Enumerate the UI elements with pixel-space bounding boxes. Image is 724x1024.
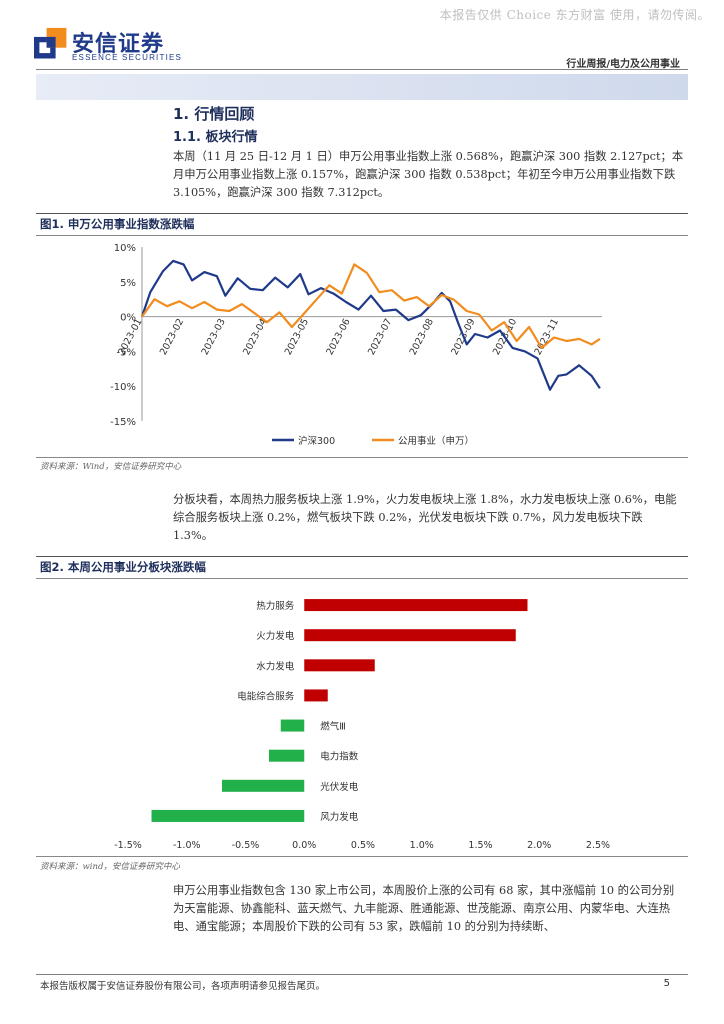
- paragraph-1: 本周（11 月 25 日-12 月 1 日）申万公用事业指数上涨 0.568%，…: [173, 150, 684, 199]
- category-label: 光伏发电: [320, 781, 359, 793]
- header-band: [36, 74, 688, 100]
- header-divider: [36, 69, 688, 70]
- x-tick-label: 2023-02: [158, 317, 186, 357]
- figure2-bottom-rule: [36, 856, 688, 857]
- footer-divider: [36, 974, 688, 975]
- x-tick-label: 2023-06: [324, 317, 352, 357]
- category-label: 燃气Ⅲ: [320, 721, 346, 733]
- category-label: 火力发电: [256, 630, 295, 642]
- bar: [304, 659, 375, 672]
- figure2-bar-chart: -1.5% -1.0% -0.5% 0.0% 0.5% 1.0% 1.5% 2.0% 2.5% 热…: [114, 599, 610, 851]
- x-tick-label: 2.5%: [586, 840, 610, 851]
- figure1-bottom-rule: [36, 457, 688, 458]
- bar: [222, 779, 305, 792]
- category-label: 水力发电: [256, 660, 295, 672]
- category-label: 热力服务: [256, 600, 295, 612]
- figure2-title-rule: [36, 578, 688, 579]
- category-label: 电能综合服务: [237, 690, 295, 702]
- bar: [280, 719, 305, 732]
- series-line: [140, 259, 601, 391]
- y-tick-label: 5%: [120, 278, 136, 289]
- figure1-line-chart: 10%5%0%-5%-10%-15%2023-01 2023-02 2023-03 2…: [110, 243, 602, 447]
- y-tick-label: -15%: [110, 417, 136, 428]
- figure2-top-rule: [36, 556, 688, 557]
- figure1-top-rule: [36, 213, 688, 214]
- paragraph-2: 分板块看，本周热力服务板块上涨 1.9%，火力发电板块上涨 1.8%，水力发电板…: [173, 493, 677, 542]
- bar: [269, 749, 305, 762]
- logo-cn: 安信证券: [72, 32, 165, 57]
- x-tick-label: 1.0%: [410, 840, 434, 851]
- figure1-title: 图1. 申万公用事业指数涨跌幅: [40, 217, 195, 231]
- page-number: 5: [663, 978, 670, 989]
- x-tick-label: 2.0%: [527, 840, 551, 851]
- x-tick-label: 2023-03: [200, 317, 228, 357]
- bar: [304, 599, 528, 612]
- subsection-heading: 1.1. 板块行情: [173, 130, 258, 145]
- report-type: 行业周报/电力及公用事业: [566, 59, 680, 70]
- series-line: [141, 263, 601, 350]
- paragraph-3: 申万公用事业指数包含 130 家上市公司，本周股价上涨的公司有 68 家，其中涨…: [173, 884, 675, 933]
- legend-label: 公用事业（申万）: [398, 435, 474, 447]
- footer-text: 本报告版权属于安信证券股份有限公司，各项声明请参见报告尾页。: [40, 981, 326, 992]
- figure1-source: 资料来源：Wind，安信证券研究中心: [40, 462, 182, 472]
- x-tick-label: 2023-07: [366, 317, 394, 357]
- y-tick-label: -10%: [110, 382, 136, 393]
- logo-icon: [34, 27, 67, 59]
- x-tick-label: -1.0%: [173, 840, 201, 851]
- category-label: 电力指数: [320, 751, 359, 763]
- x-tick-label: 2023-04: [241, 317, 269, 357]
- category-label: 风力发电: [320, 811, 359, 823]
- figure2-source: 资料来源：wind，安信证券研究中心: [40, 862, 180, 872]
- x-tick-label: -0.5%: [232, 840, 260, 851]
- y-tick-label: -5%: [117, 347, 136, 358]
- x-tick-label: 1.5%: [468, 840, 492, 851]
- section-heading: 1. 行情回顾: [173, 105, 255, 123]
- x-tick-label: 2023-11: [533, 317, 561, 357]
- bar: [151, 809, 305, 822]
- y-tick-label: 0%: [120, 313, 136, 324]
- y-tick-label: 10%: [114, 243, 136, 254]
- legend-label: 沪深300: [298, 435, 335, 447]
- figure1-title-rule: [36, 235, 688, 236]
- x-tick-label: 0.5%: [351, 840, 375, 851]
- bar: [304, 629, 516, 642]
- logo-en: ESSENCE SECURITIES: [72, 53, 183, 62]
- x-tick-label: -1.5%: [114, 840, 142, 851]
- x-tick-label: 0.0%: [292, 840, 316, 851]
- figure2-title: 图2. 本周公用事业分板块涨跌幅: [40, 560, 206, 574]
- x-tick-label: 2023-08: [408, 317, 436, 357]
- watermark: 本报告仅供 Choice 东方财富 使用，请勿传阅。: [439, 8, 710, 22]
- bar: [304, 689, 328, 702]
